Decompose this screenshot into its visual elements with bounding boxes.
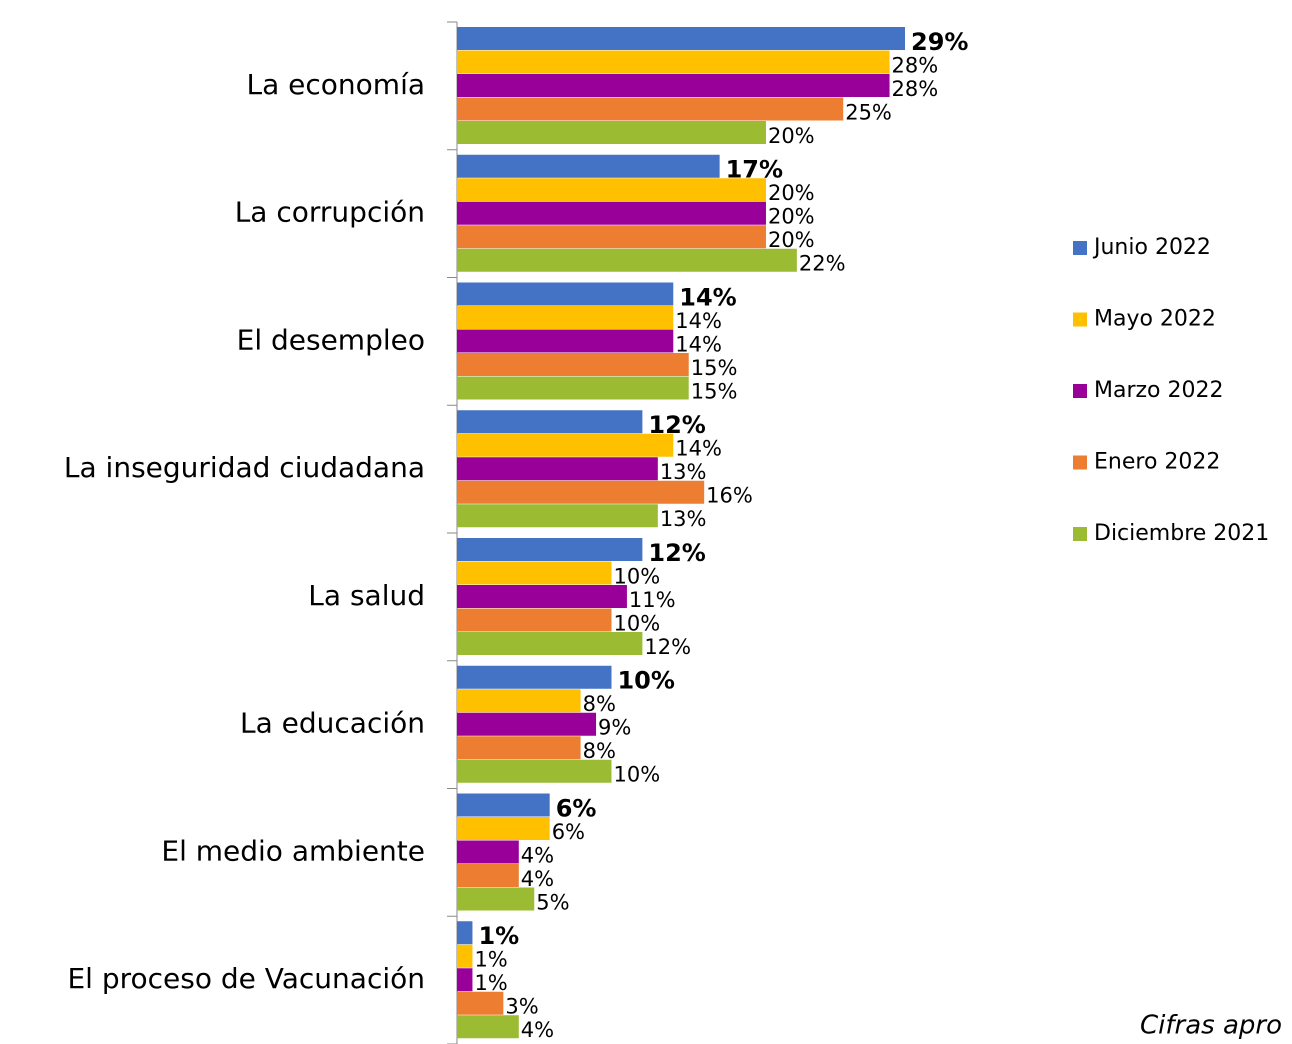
legend-swatch: [1073, 312, 1087, 327]
bar: [457, 561, 612, 585]
note: Cifras apro: [1140, 1011, 1282, 1041]
legend-swatch: [1073, 527, 1087, 541]
data-label: 14%: [675, 332, 722, 356]
data-label: 10%: [613, 611, 660, 635]
data-label: 4%: [521, 867, 554, 891]
data-label: 10%: [613, 763, 660, 787]
data-label: 13%: [660, 507, 707, 531]
category-label: La salud: [308, 579, 425, 612]
data-label: 11%: [629, 588, 676, 612]
data-label: 20%: [768, 124, 815, 148]
data-label: 14%: [679, 283, 736, 311]
bar: [457, 353, 689, 376]
bar: [457, 585, 627, 608]
bar: [457, 840, 519, 864]
data-label: 12%: [644, 635, 691, 659]
data-label: 15%: [691, 356, 738, 380]
bar: [457, 538, 643, 561]
legend-label: Enero 2022: [1094, 450, 1220, 475]
bar: [457, 282, 674, 306]
data-label: 5%: [536, 890, 569, 914]
data-label: 10%: [613, 564, 660, 588]
data-label: 25%: [845, 100, 892, 124]
bar: [457, 121, 766, 144]
bar: [457, 50, 890, 74]
bar: [457, 97, 844, 121]
bar: [457, 225, 766, 249]
data-label: 20%: [768, 205, 815, 229]
data-label: 4%: [521, 1018, 554, 1042]
legend-label: Mayo 2022: [1094, 307, 1216, 332]
data-label: 6%: [552, 820, 585, 844]
data-label: 12%: [648, 539, 705, 567]
data-label: 16%: [706, 484, 753, 508]
data-label: 4%: [521, 843, 554, 867]
bar: [457, 968, 473, 992]
bar: [457, 457, 658, 481]
data-label: 9%: [598, 716, 631, 740]
bar: [457, 864, 519, 887]
data-label: 8%: [583, 692, 616, 716]
bar: [457, 632, 643, 655]
bar: [457, 178, 766, 202]
bar: [457, 433, 674, 457]
bar: [457, 921, 473, 945]
data-label: 15%: [691, 379, 738, 403]
data-label: 29%: [911, 28, 968, 56]
legend-swatch: [1073, 241, 1087, 255]
bar: [457, 759, 612, 783]
bar: [457, 154, 720, 178]
bar: [457, 248, 797, 272]
bar: [457, 201, 766, 225]
bar: [457, 793, 550, 817]
bar: [457, 712, 597, 736]
data-label: 1%: [478, 922, 519, 950]
data-label: 3%: [505, 995, 538, 1019]
bar: [457, 991, 504, 1015]
data-label: 13%: [660, 460, 707, 484]
category-label: La educación: [240, 707, 425, 740]
data-label: 1%: [474, 971, 507, 995]
legend-label: Diciembre 2021: [1094, 521, 1269, 546]
legend-label: Marzo 2022: [1094, 378, 1224, 403]
data-label: 1%: [474, 948, 507, 972]
data-label: 20%: [768, 228, 815, 252]
data-label: 14%: [675, 309, 722, 333]
bar: [457, 689, 581, 713]
legend-label: Junio 2022: [1092, 235, 1211, 260]
bar: [457, 410, 643, 434]
category-label: El medio ambiente: [161, 834, 425, 867]
data-label: 22%: [799, 252, 846, 276]
data-label: 14%: [675, 437, 722, 461]
bar: [457, 329, 674, 353]
bar: [457, 74, 890, 97]
bar: [457, 887, 535, 911]
category-label: La inseguridad ciudadana: [64, 451, 425, 484]
data-label: 8%: [583, 739, 616, 763]
bar: [457, 480, 705, 504]
category-label: La corrupción: [235, 196, 425, 229]
data-label: 28%: [892, 53, 939, 77]
data-label: 10%: [617, 667, 674, 695]
bar: [457, 665, 612, 689]
bar: [457, 504, 658, 528]
bar: [457, 736, 581, 760]
bar: [457, 608, 612, 632]
bar: [457, 1015, 519, 1039]
bar: [457, 944, 473, 968]
data-label: 28%: [892, 77, 939, 101]
bar: [457, 306, 674, 329]
category-label: La economía: [247, 68, 426, 101]
data-label: 6%: [556, 794, 597, 822]
category-label: El proceso de Vacunación: [67, 962, 425, 995]
category-label: El desempleo: [237, 323, 425, 356]
data-label: 20%: [768, 181, 815, 205]
legend-swatch: [1073, 455, 1087, 470]
bar: [457, 817, 550, 840]
bar: [457, 27, 905, 50]
bar: [457, 376, 689, 400]
legend-swatch: [1073, 384, 1087, 398]
